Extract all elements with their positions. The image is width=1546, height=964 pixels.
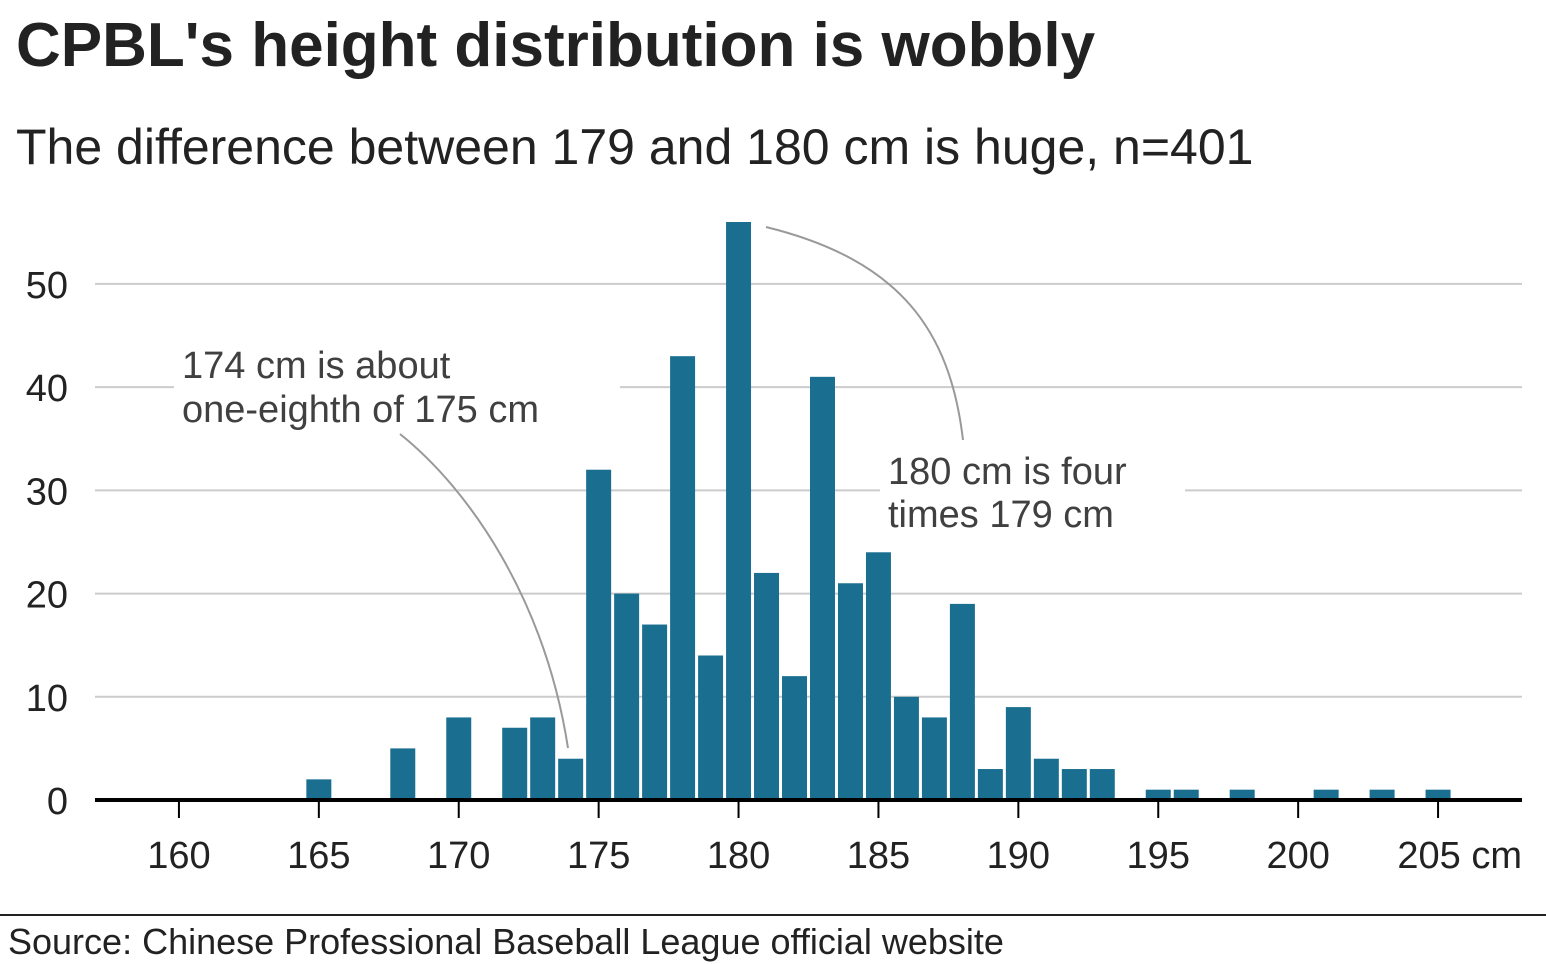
x-tick-label-195: 195 — [1127, 835, 1190, 877]
y-tick-label-10: 10 — [26, 678, 68, 720]
bar-203cm — [1369, 789, 1395, 800]
bar-173cm — [530, 717, 556, 800]
bar-181cm — [754, 572, 780, 800]
bar-196cm — [1173, 789, 1199, 800]
y-tick-label-0: 0 — [47, 781, 68, 823]
bar-195cm — [1145, 789, 1171, 800]
x-axis-labels: 160 165 170 175 180 185 190 195 200 205 cm — [147, 835, 1522, 877]
y-axis-labels: 0 10 20 30 40 50 — [26, 265, 68, 823]
y-tick-label-30: 30 — [26, 471, 68, 513]
y-tick-label-50: 50 — [26, 265, 68, 307]
bar-192cm — [1061, 769, 1087, 800]
annotation-174: 174 cm is about one-eighth of 175 cm — [182, 345, 539, 431]
bar-201cm — [1313, 789, 1339, 800]
annotation-backdrop-180 — [880, 445, 1185, 537]
bar-165cm — [306, 779, 332, 800]
x-tick-label-175: 175 — [567, 835, 630, 877]
annotations: 174 cm is about one-eighth of 175 cm 180… — [174, 226, 1185, 749]
x-tick-label-180: 180 — [707, 835, 770, 877]
bar-177cm — [642, 624, 668, 800]
source-note: Source: Chinese Professional Baseball Le… — [8, 921, 1004, 962]
annotation-leader-174 — [399, 433, 569, 749]
annotation-180: 180 cm is four times 179 cm — [888, 451, 1137, 536]
bar-180cm — [726, 222, 752, 800]
bar-176cm — [614, 593, 640, 800]
annotation-180-line-2: times 179 cm — [888, 494, 1114, 536]
bar-189cm — [977, 769, 1003, 800]
bar-198cm — [1229, 789, 1255, 800]
bar-190cm — [1005, 707, 1031, 800]
bar-187cm — [921, 717, 947, 800]
y-tick-label-40: 40 — [26, 368, 68, 410]
x-tick-label-170: 170 — [427, 835, 490, 877]
y-tick-label-20: 20 — [26, 575, 68, 617]
bar-205cm — [1425, 789, 1451, 800]
bar-185cm — [865, 552, 891, 800]
bar-191cm — [1033, 758, 1059, 800]
bar-172cm — [502, 727, 528, 800]
x-tick-label-160: 160 — [147, 835, 210, 877]
bars — [306, 222, 1451, 800]
bar-188cm — [949, 603, 975, 800]
x-tick-label-165: 165 — [287, 835, 350, 877]
bar-193cm — [1089, 769, 1115, 800]
annotation-174-line-2: one-eighth of 175 cm — [182, 389, 539, 431]
bar-182cm — [782, 676, 807, 800]
chart-title: CPBL's height distribution is wobbly — [16, 11, 1096, 80]
bar-183cm — [810, 376, 835, 800]
annotation-leader-180 — [765, 226, 964, 441]
x-tick-label-190: 190 — [987, 835, 1050, 877]
x-axis — [95, 798, 1522, 818]
bar-168cm — [390, 748, 416, 800]
bar-178cm — [670, 356, 696, 800]
annotation-180-line-1: 180 cm is four — [888, 451, 1127, 493]
footer-divider — [0, 914, 1546, 916]
bar-174cm — [558, 758, 584, 800]
x-tick-label-200: 200 — [1266, 835, 1329, 877]
annotation-174-line-1: 174 cm is about — [182, 345, 451, 387]
bar-175cm — [586, 469, 612, 800]
bar-179cm — [698, 655, 724, 800]
bar-186cm — [893, 696, 919, 800]
annotation-backdrop-174 — [174, 338, 620, 432]
chart-subtitle: The difference between 179 and 180 cm is… — [16, 119, 1254, 175]
bar-184cm — [837, 583, 863, 800]
x-tick-label-205: 205 cm — [1397, 835, 1522, 877]
x-tick-label-185: 185 — [847, 835, 910, 877]
height-histogram: 0 10 20 30 40 50 160 165 170 175 180 185 190 195 200 2… — [26, 222, 1522, 877]
bar-170cm — [446, 717, 472, 800]
